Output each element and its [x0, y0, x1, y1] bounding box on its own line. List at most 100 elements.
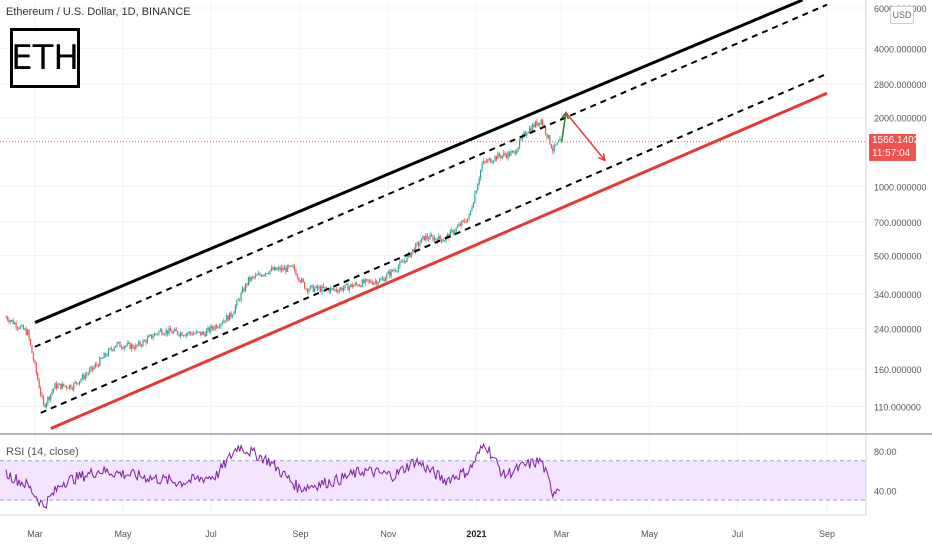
- candle-body: [537, 122, 539, 126]
- currency-badge[interactable]: USD: [890, 6, 914, 24]
- candle-body: [243, 288, 245, 292]
- candle-body: [461, 220, 463, 226]
- candle-body: [370, 280, 372, 283]
- candle-body: [54, 383, 56, 389]
- candle-body: [478, 178, 480, 185]
- candle-body: [252, 276, 254, 278]
- candle-body: [6, 316, 9, 320]
- candle-body: [413, 249, 415, 253]
- candle-body: [175, 329, 177, 332]
- price-tick-label: 110.000000: [874, 402, 921, 412]
- candle-body: [363, 280, 365, 284]
- candle-body: [168, 328, 170, 334]
- candle-body: [223, 320, 225, 323]
- candle-body: [403, 260, 405, 263]
- candle-body: [373, 282, 375, 285]
- rsi-series: [5, 443, 561, 509]
- candle-body: [288, 265, 290, 267]
- candle-body: [44, 404, 46, 408]
- candle-body: [315, 285, 317, 289]
- candle-body: [296, 275, 299, 278]
- candle-body: [61, 383, 63, 389]
- candle-body: [260, 274, 262, 277]
- candle-body: [419, 242, 421, 246]
- time-tick-label: Mar: [554, 529, 570, 539]
- last-price-value: 1566.140224: [872, 135, 931, 146]
- candle-body: [420, 238, 423, 243]
- candle-body: [416, 242, 418, 244]
- candle-body: [498, 153, 500, 157]
- candle-body: [110, 348, 112, 350]
- candle-body: [181, 332, 183, 336]
- candle-body: [555, 144, 557, 146]
- candle-body: [354, 283, 356, 286]
- candle-body: [203, 332, 205, 334]
- candle-body: [80, 379, 82, 382]
- candle-body: [430, 234, 433, 237]
- candle-body: [100, 357, 102, 359]
- rsi-legend: RSI (14, close): [6, 446, 79, 458]
- candle-body: [99, 357, 101, 366]
- candle-body: [438, 235, 440, 242]
- candle-body: [493, 160, 495, 163]
- grid: [0, 0, 866, 515]
- candle-body: [552, 148, 554, 151]
- candle-body: [367, 279, 369, 281]
- candle-body: [510, 151, 512, 156]
- candle-body: [305, 288, 307, 290]
- candle-body: [377, 282, 379, 285]
- candle-body: [376, 281, 378, 285]
- candle-body: [265, 273, 267, 275]
- candle-body: [18, 328, 20, 330]
- time-tick-label: Nov: [380, 529, 397, 539]
- candle-body: [65, 385, 68, 388]
- candle-body: [298, 277, 300, 281]
- candle-body: [533, 124, 535, 128]
- candle-body: [524, 132, 526, 136]
- candle-body: [143, 340, 146, 342]
- candle-body: [34, 360, 36, 364]
- candle-body: [311, 285, 313, 287]
- candle-body: [380, 279, 382, 281]
- candle-body: [152, 336, 154, 339]
- candle-body: [364, 279, 366, 284]
- candle-body: [540, 119, 542, 125]
- candle-body: [67, 387, 69, 389]
- time-tick-label: May: [641, 529, 659, 539]
- candle-body: [197, 331, 199, 333]
- candle-body: [534, 121, 537, 128]
- rsi-tick-label: 40.00: [874, 486, 897, 496]
- candle-body: [325, 287, 327, 289]
- candle-body: [467, 218, 469, 223]
- candle-body: [257, 273, 260, 275]
- candle-body: [458, 224, 460, 227]
- candle-body: [275, 267, 277, 270]
- candle-body: [211, 326, 213, 329]
- candle-body: [360, 285, 362, 287]
- time-tick-label: 2021: [466, 529, 486, 539]
- candle-body: [162, 334, 164, 336]
- candle-body: [503, 153, 505, 156]
- candle-body: [156, 333, 159, 335]
- candle-body: [531, 124, 534, 131]
- candle-body: [71, 388, 73, 390]
- candle-body: [14, 322, 16, 325]
- candle-body: [50, 393, 52, 400]
- candle-body: [205, 330, 208, 337]
- candle-body: [436, 239, 438, 242]
- candle-body: [439, 235, 441, 239]
- candle-body: [272, 267, 274, 271]
- candle-body: [112, 349, 114, 351]
- candle-body: [485, 161, 487, 163]
- candle-body: [468, 214, 470, 219]
- candle-body: [428, 238, 430, 240]
- candle-body: [106, 355, 108, 357]
- candle-body: [481, 163, 483, 171]
- candle-body: [117, 341, 120, 343]
- candle-body: [138, 341, 140, 346]
- candle-body: [379, 279, 381, 283]
- time-tick-label: May: [114, 529, 132, 539]
- candle-body: [84, 375, 86, 379]
- candle-body: [73, 383, 75, 390]
